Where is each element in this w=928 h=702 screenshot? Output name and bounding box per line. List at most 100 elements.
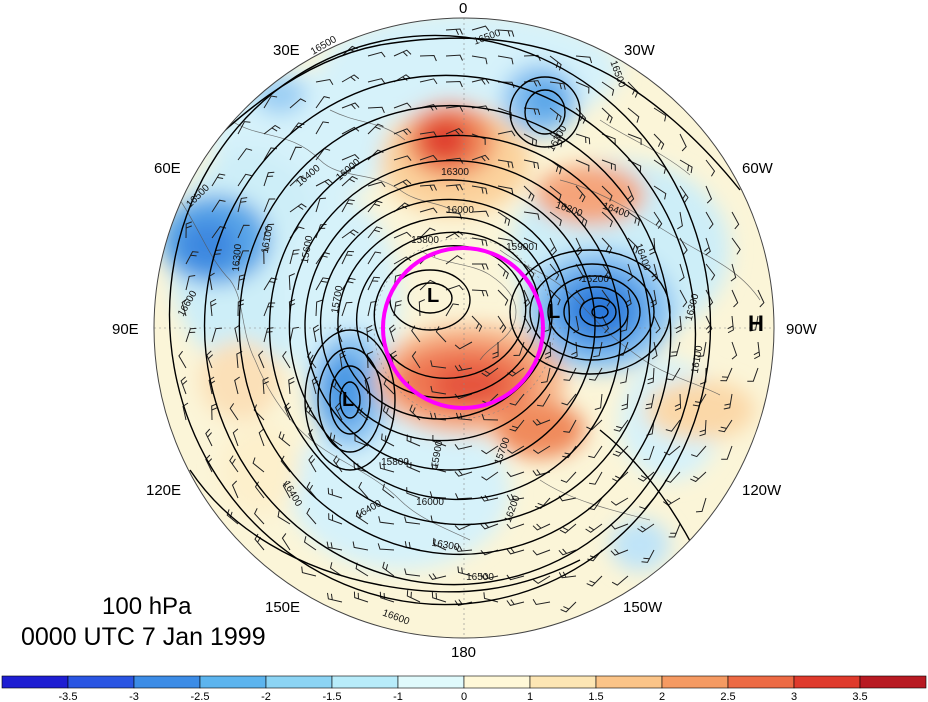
wind-barb: [358, 481, 369, 499]
wind-barb: [234, 324, 241, 343]
wind-barb: [731, 237, 741, 255]
wind-barb: [445, 157, 464, 164]
wind-barb: [258, 350, 265, 369]
wind-barb: [481, 445, 499, 455]
wind-barb: [393, 49, 412, 57]
contour-value-label: 16000: [416, 497, 444, 508]
wind-barb: [457, 566, 473, 577]
wind-barb: [653, 133, 665, 150]
wind-barb: [637, 471, 655, 482]
wind-barb: [258, 428, 265, 447]
wind-barb: [523, 133, 538, 147]
wind-barb: [523, 237, 538, 251]
wind-barb: [532, 523, 551, 531]
contour-value-label: 16500: [466, 572, 494, 583]
wind-barb: [308, 454, 317, 473]
lon-label-30e: 30E: [273, 42, 300, 59]
wind-barb: [627, 237, 639, 254]
wind-barb: [471, 154, 490, 162]
wind-barb: [393, 179, 412, 187]
wind-barb: [445, 284, 464, 291]
wind-barb: [653, 185, 667, 200]
wind-barb: [532, 599, 551, 606]
wind-barb: [472, 263, 489, 270]
colorbar-swatch: [463, 675, 531, 689]
wind-barb: [668, 523, 681, 538]
wind-barb: [575, 263, 584, 282]
wind-barb: [277, 510, 291, 525]
colorbar-swatch: [331, 675, 399, 689]
wind-barb: [540, 367, 551, 384]
wind-barb: [445, 184, 464, 191]
wind-barb: [753, 341, 761, 360]
wind-barb: [445, 303, 459, 317]
wind-barb: [721, 445, 733, 460]
wind-barb: [367, 200, 383, 213]
wind-barb: [428, 573, 447, 580]
lon-label-120e: 120E: [146, 482, 181, 499]
wind-barb: [720, 367, 733, 382]
wind-barb: [611, 575, 629, 586]
wind-barb: [506, 471, 525, 478]
wind-barb: [341, 154, 360, 161]
wind-barb: [419, 54, 437, 62]
wind-barb: [367, 51, 386, 58]
wind-barb: [704, 237, 711, 256]
wind-barb: [513, 341, 525, 356]
wind-barb: [306, 507, 317, 525]
contour-value-label: 16100: [260, 224, 276, 254]
wind-barb: [367, 106, 385, 113]
wind-barb: [381, 433, 395, 447]
wind-barb: [263, 247, 270, 265]
wind-barb: [483, 592, 499, 603]
wind-barb: [481, 471, 499, 481]
wind-barb: [254, 508, 265, 525]
wind-barb: [315, 78, 334, 85]
wind-barb: [419, 154, 438, 161]
wind-barb: [507, 445, 525, 454]
wind-barb: [211, 403, 218, 421]
wind-barb: [601, 159, 616, 171]
wind-barb: [210, 298, 217, 317]
wind-barb: [586, 419, 603, 431]
colorbar-swatch: [661, 675, 729, 689]
wind-barb: [181, 298, 188, 317]
wind-barb: [393, 155, 412, 161]
wind-barb: [211, 199, 226, 213]
wind-barb: [366, 324, 373, 343]
wind-barb: [411, 351, 421, 369]
colorbar-swatch: [265, 675, 333, 689]
lon-label-30w: 30W: [624, 42, 656, 59]
wind-barb: [497, 263, 509, 280]
wind-barb: [280, 455, 291, 473]
high-atlantic-marker: H: [748, 311, 764, 336]
wind-barb: [367, 181, 386, 188]
wind-barb: [327, 592, 343, 603]
wind-barb: [329, 562, 343, 577]
wind-barb: [747, 367, 759, 382]
wind-barb: [435, 326, 447, 343]
wind-barb: [328, 513, 343, 525]
wind-barb: [679, 263, 685, 282]
wind-barb: [601, 315, 610, 334]
wind-barb: [506, 574, 525, 581]
wind-barb: [731, 289, 739, 308]
wind-barb: [430, 360, 447, 369]
wind-barb: [341, 175, 358, 187]
wind-barb: [506, 494, 525, 501]
wind-barb: [185, 275, 196, 291]
wind-barb: [471, 185, 488, 195]
wind-barb: [180, 376, 188, 395]
wind-barb: [497, 185, 514, 195]
wind-barb: [610, 548, 629, 556]
wind-barb: [263, 95, 278, 109]
wind-barb: [523, 289, 531, 308]
wind-barb: [471, 210, 489, 217]
wind-barb: [670, 341, 681, 357]
wind-barb: [497, 289, 509, 306]
wind-barb: [575, 185, 586, 203]
wind-barb: [523, 54, 541, 62]
wind-barb: [561, 393, 577, 406]
low-siberia-marker: L: [342, 389, 354, 411]
colorbar-tick-label: -2: [261, 691, 271, 702]
